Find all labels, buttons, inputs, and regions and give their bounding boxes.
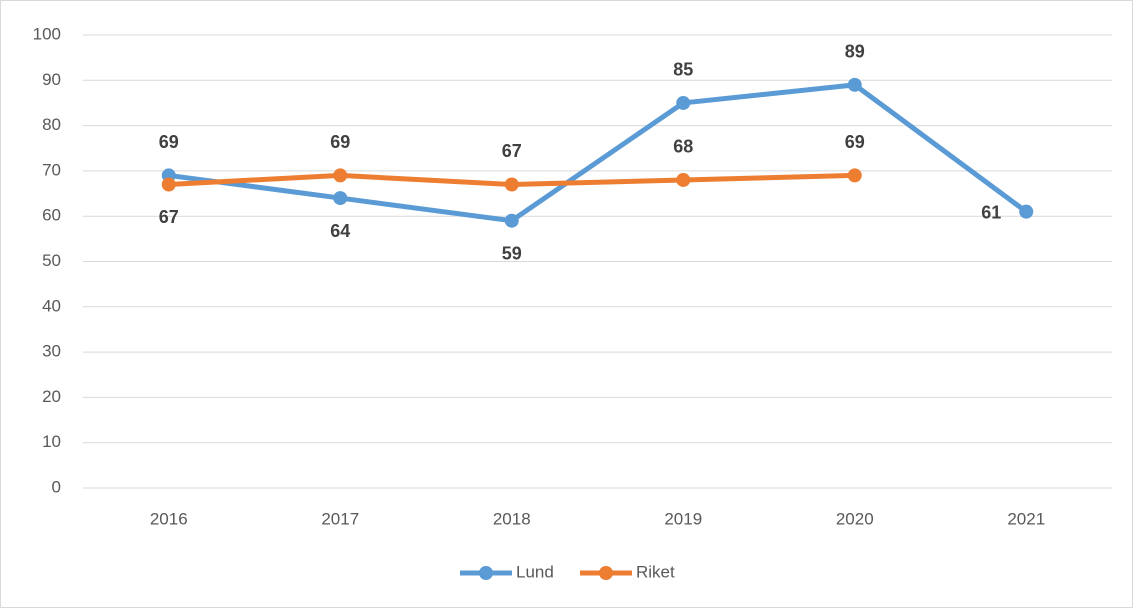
y-tick-label: 10: [42, 432, 61, 451]
point: [504, 213, 519, 228]
data-label: 69: [159, 132, 179, 152]
point: [333, 168, 348, 183]
point: [504, 177, 519, 192]
legend-label: Lund: [516, 562, 554, 581]
y-tick-label: 20: [42, 387, 61, 406]
x-tick-label: 2019: [664, 509, 702, 528]
data-label: 85: [673, 60, 693, 80]
y-tick-label: 60: [42, 206, 61, 225]
series-line: [168, 82, 1028, 224]
y-tick-label: 100: [33, 24, 61, 43]
point: [847, 168, 862, 183]
data-label: 61: [981, 202, 1001, 222]
y-tick-label: 30: [42, 342, 61, 361]
data-label: 67: [502, 141, 522, 161]
y-tick-label: 80: [42, 115, 61, 134]
data-label: 64: [330, 221, 350, 241]
y-tick-label: 50: [42, 251, 61, 270]
data-label: 67: [159, 207, 179, 227]
legend-label: Riket: [636, 562, 675, 581]
y-tick-label: 90: [42, 70, 61, 89]
point: [1019, 204, 1034, 219]
data-label: 89: [845, 42, 865, 62]
x-tick-label: 2020: [836, 509, 874, 528]
legend-marker: [479, 566, 493, 580]
x-tick-label: 2018: [493, 509, 531, 528]
data-label: 69: [330, 132, 350, 152]
legend-marker: [599, 566, 613, 580]
y-tick-label: 0: [52, 477, 61, 496]
x-tick-label: 2021: [1007, 509, 1045, 528]
point: [676, 172, 691, 187]
y-tick-label: 70: [42, 160, 61, 179]
data-label: 59: [502, 243, 522, 263]
point: [161, 177, 176, 192]
data-label: 69: [845, 132, 865, 152]
x-tick-label: 2017: [321, 509, 359, 528]
data-label: 68: [673, 137, 693, 157]
point: [333, 191, 348, 206]
x-tick-label: 2016: [150, 509, 188, 528]
point: [676, 95, 691, 110]
point: [847, 77, 862, 92]
y-tick-label: 40: [42, 296, 61, 315]
